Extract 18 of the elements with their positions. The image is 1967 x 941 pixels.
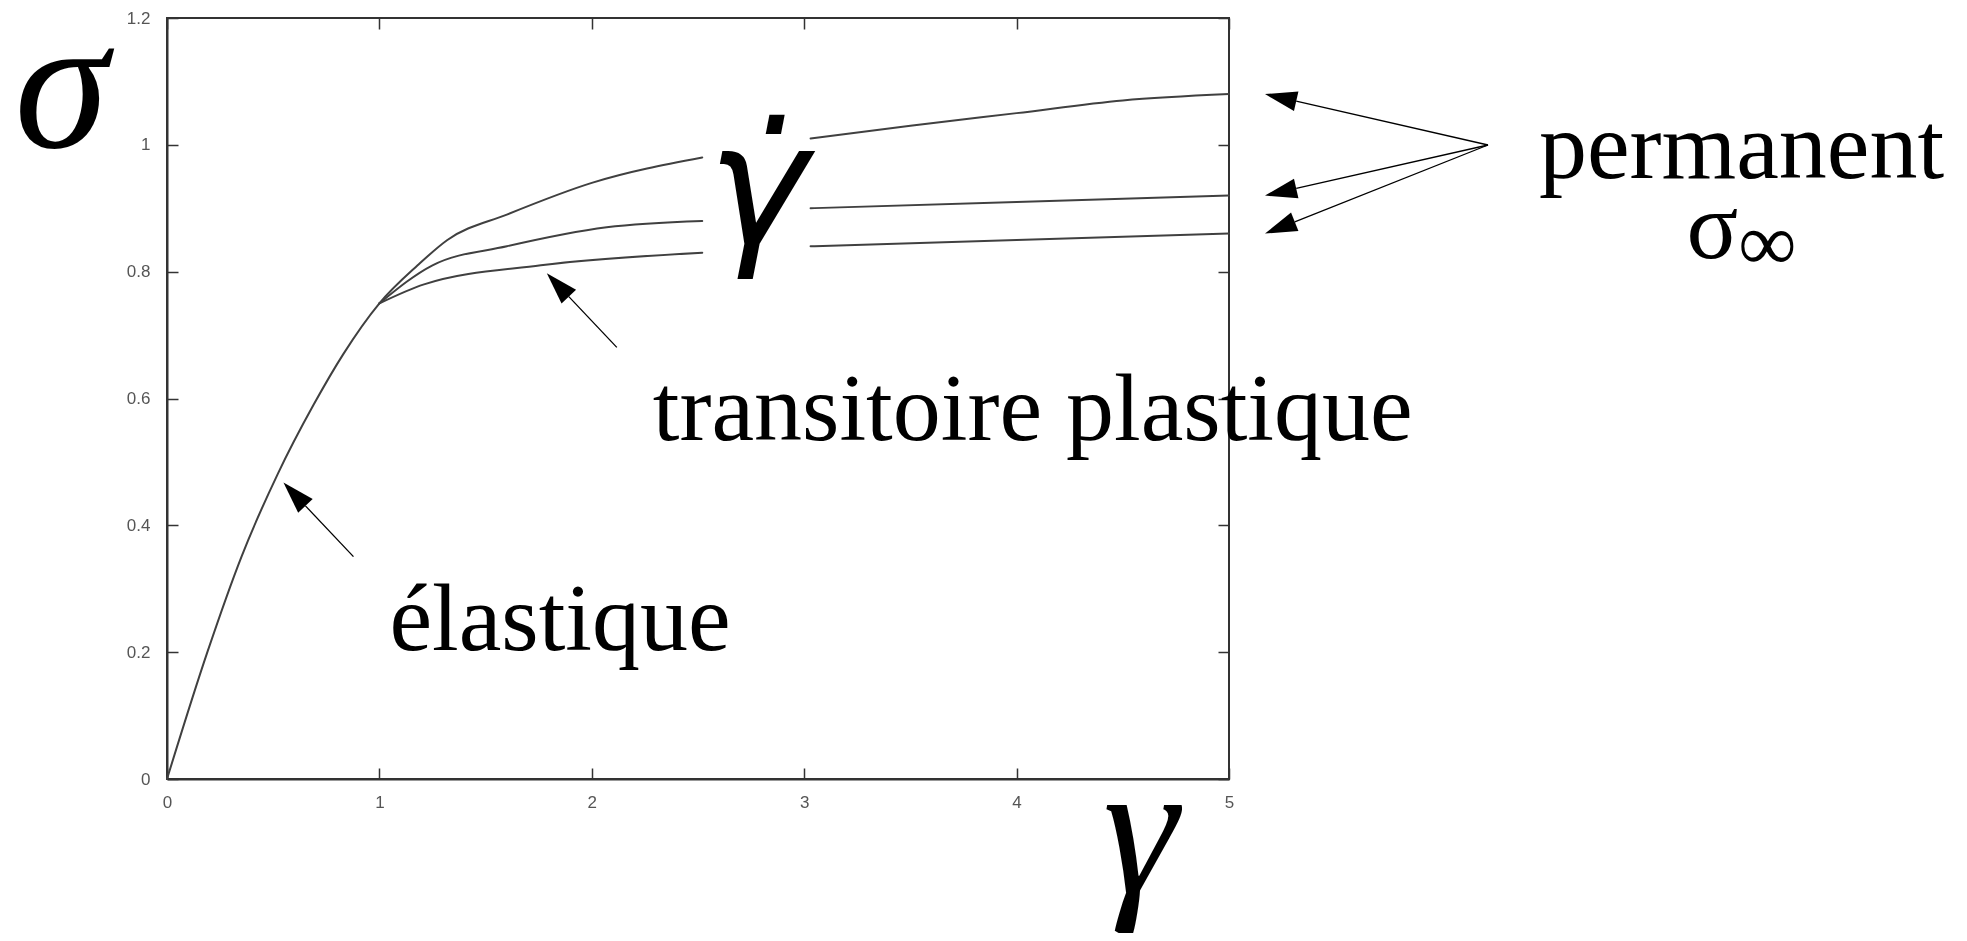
annotation: γ̇	[707, 86, 816, 284]
x-tick-label: 0	[162, 792, 173, 812]
x-tick-label: 4	[1012, 792, 1022, 812]
x-tick-label: 5	[1224, 792, 1235, 812]
y-tick-label: 0.8	[126, 262, 151, 282]
y-tick-label: 1	[141, 135, 151, 155]
x-axis-title: γ	[1103, 722, 1184, 933]
annotation: élastique	[389, 563, 731, 671]
y-tick-label: 0	[141, 769, 151, 789]
y-tick-label: 0.4	[126, 515, 151, 535]
text: permanent σ$_{∞}$	[1539, 92, 1945, 289]
x-tick-label: 2	[587, 792, 598, 812]
y-tick-label: 1.2	[126, 8, 151, 28]
x-tick-label: 1	[375, 792, 385, 812]
y-axis-title: σ	[14, 0, 115, 188]
y-tick-label: 0.6	[126, 389, 151, 408]
x-tick-label: 3	[799, 792, 810, 812]
y-tick-label: 0.2	[126, 642, 151, 662]
